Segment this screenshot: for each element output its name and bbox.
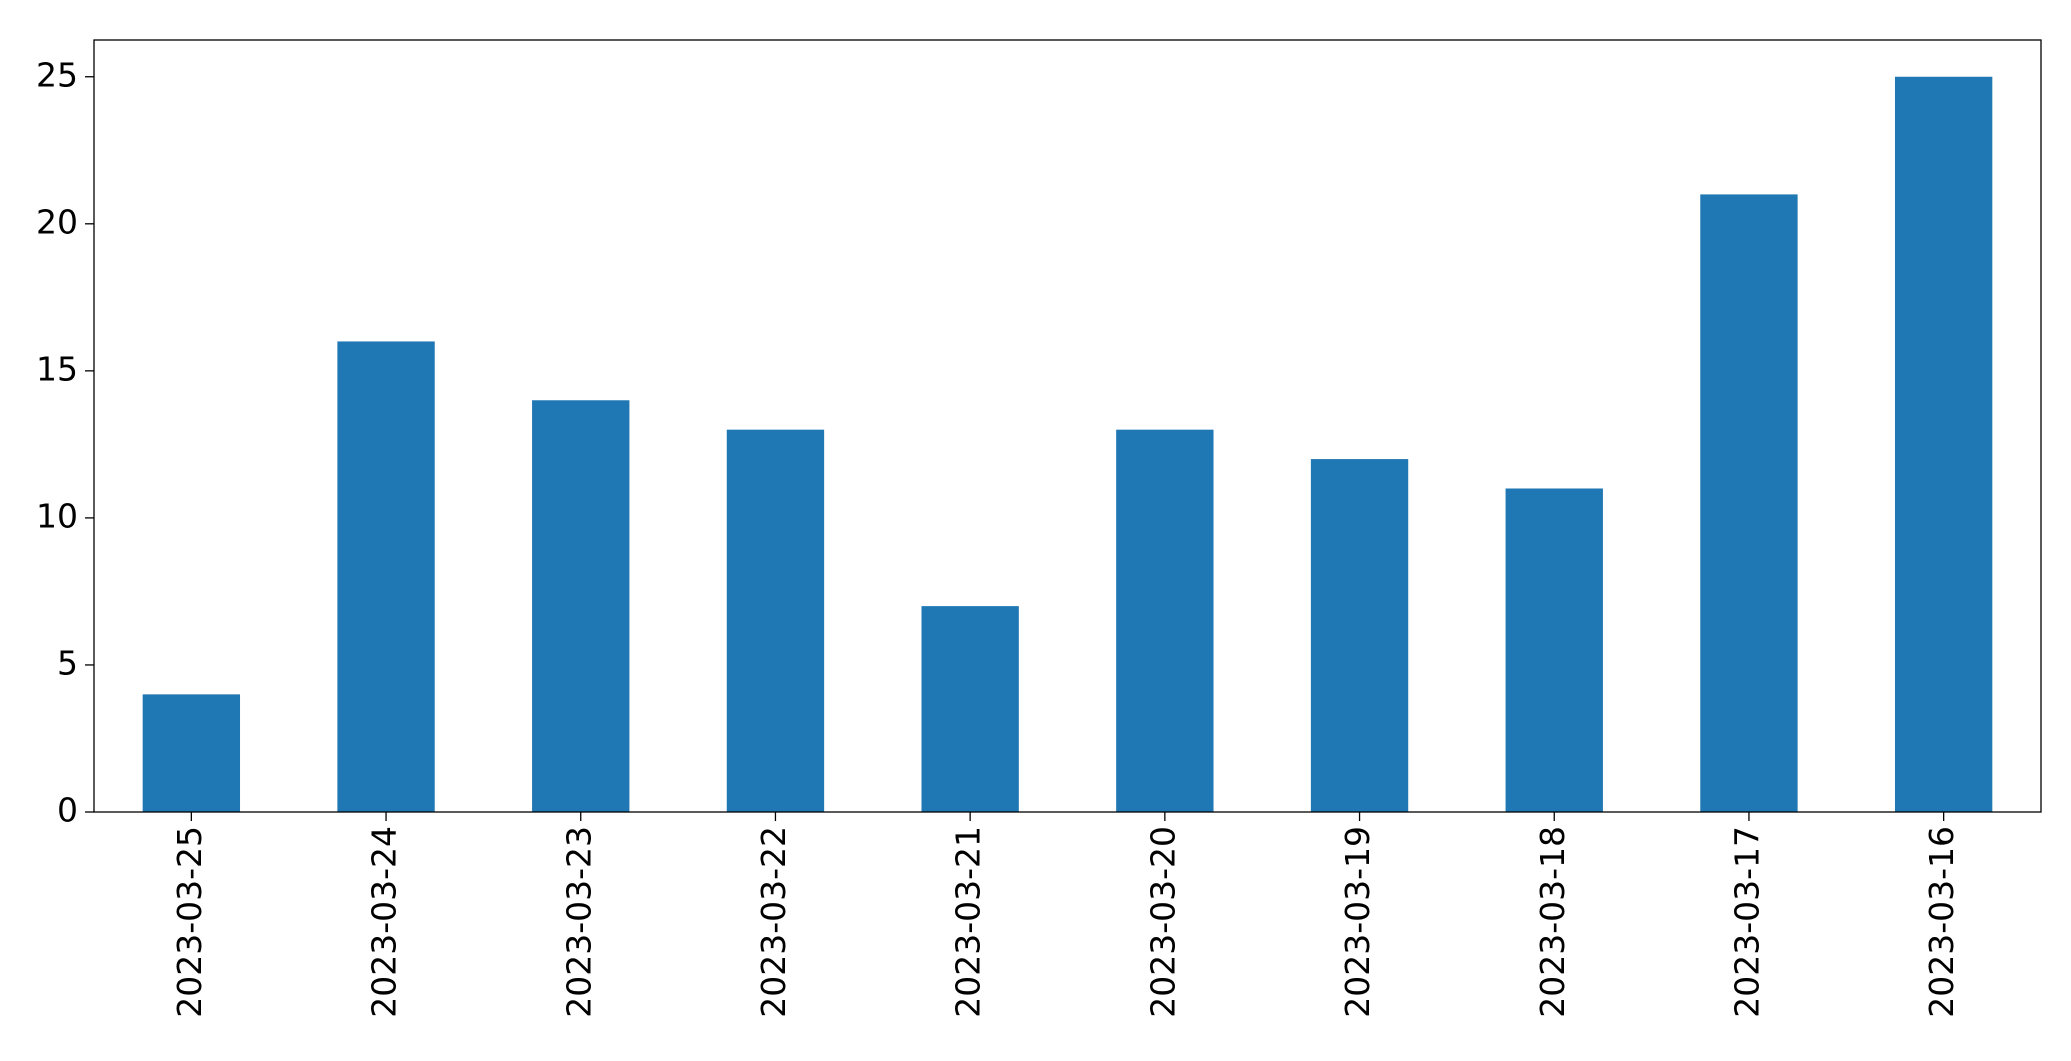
- plot-frame: [93, 39, 2042, 813]
- bar: [1116, 429, 1214, 812]
- bar: [532, 400, 630, 812]
- y-tick-label: 25: [36, 55, 78, 94]
- x-tick-label: 2023-03-20: [1143, 826, 1182, 1018]
- x-tick-label: 2023-03-16: [1922, 826, 1961, 1018]
- bar: [1505, 488, 1603, 812]
- bar: [142, 694, 241, 812]
- y-tick-label: 15: [36, 349, 78, 388]
- bar: [1700, 194, 1798, 812]
- x-tick-label: 2023-03-18: [1533, 826, 1572, 1018]
- bar: [337, 341, 435, 812]
- y-tick-label: 5: [57, 643, 78, 682]
- y-tick-label: 10: [36, 496, 78, 535]
- bar: [921, 606, 1019, 812]
- x-tick-label: 2023-03-24: [365, 826, 404, 1018]
- bar: [1310, 459, 1409, 812]
- x-tick-label: 2023-03-23: [559, 826, 598, 1018]
- x-tick-label: 2023-03-22: [754, 826, 793, 1018]
- y-tick-label: 20: [36, 202, 78, 241]
- bar: [726, 429, 825, 812]
- y-tick-label: 0: [57, 791, 78, 830]
- x-tick-label: 2023-03-17: [1727, 826, 1766, 1018]
- x-tick-label: 2023-03-25: [170, 826, 209, 1018]
- x-tick-label: 2023-03-19: [1338, 826, 1377, 1018]
- x-tick-label: 2023-03-21: [949, 826, 988, 1018]
- bar: [1894, 76, 1993, 812]
